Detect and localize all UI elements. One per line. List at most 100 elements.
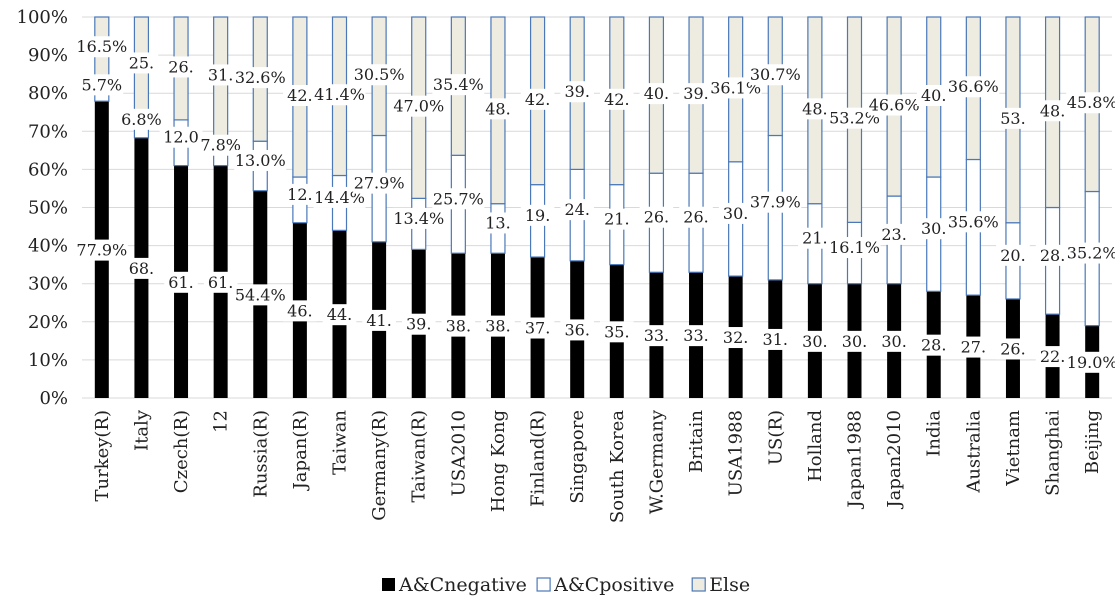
data-label: 31. (763, 330, 788, 349)
legend: A&Cnegative A&Cpositive Else (382, 574, 750, 596)
data-label: 26. (683, 208, 708, 227)
data-label-bg (1066, 351, 1115, 373)
data-label: 25. (129, 53, 154, 72)
data-label: 31. (208, 65, 233, 84)
x-category-label: Germany(R) (369, 410, 390, 521)
data-label: 13.0% (235, 151, 286, 170)
data-label: 19.0% (1067, 353, 1115, 372)
data-label: 30. (723, 204, 748, 223)
data-label-bg (1035, 244, 1070, 266)
x-category-label: Australia (963, 410, 984, 494)
x-category-label: US(R) (765, 410, 786, 465)
data-label-bg (432, 74, 485, 96)
data-label-bg (868, 94, 921, 116)
y-tick-label: 80% (28, 83, 68, 104)
x-category-label: South Korea (607, 410, 628, 523)
x-category-label: Britain (686, 410, 707, 473)
x-category-label: Holland (805, 410, 826, 482)
data-label: 26. (168, 57, 193, 76)
data-label-bg (283, 85, 317, 107)
data-label: 61. (168, 273, 193, 292)
data-label-bg (313, 84, 366, 106)
data-label-bg (124, 52, 159, 74)
data-label-bg (520, 88, 555, 110)
data-label: 12. (287, 185, 312, 204)
data-label-bg (392, 207, 445, 229)
x-category-label: Italy (131, 409, 152, 451)
data-label-bg (828, 107, 881, 129)
x-category-label: Turkey(R) (92, 410, 113, 502)
data-label-bg (234, 67, 287, 89)
data-label-bg (441, 315, 476, 337)
data-label: 12.0 (163, 128, 199, 147)
data-label-bg (679, 83, 713, 105)
x-category-label: Hong Kong (488, 410, 509, 512)
y-tick-label: 10% (28, 350, 68, 371)
legend-swatch (691, 577, 706, 592)
data-label-bg (283, 183, 317, 205)
data-label: 42. (287, 86, 312, 105)
x-category-label: Beijing (1082, 410, 1103, 474)
legend-label: A&Cpositive (553, 574, 674, 596)
data-label-bg (75, 36, 128, 58)
data-label: 16.5% (76, 37, 127, 56)
data-label: 42. (525, 90, 550, 109)
x-category-label: 12 (211, 410, 232, 433)
data-label-bg (718, 202, 753, 224)
data-label-bg (947, 76, 1000, 98)
data-label: 21. (802, 229, 827, 248)
data-label: 30.7% (750, 65, 801, 84)
data-label: 21. (604, 210, 629, 229)
data-label-bg (916, 334, 951, 356)
data-label: 39. (683, 84, 708, 103)
data-label: 30. (802, 332, 827, 351)
data-label: 53.2% (829, 109, 880, 128)
data-label: 54.4% (235, 285, 286, 304)
x-category-label: India (924, 410, 945, 457)
data-label: 35.2% (1067, 244, 1115, 263)
y-tick-label: 90% (28, 45, 68, 66)
data-label-bg (322, 304, 357, 326)
data-label: 38. (485, 317, 510, 336)
data-label: 33. (644, 326, 669, 345)
data-label: 47.0% (393, 97, 444, 116)
data-label-bg (798, 227, 832, 249)
data-label-bg (234, 149, 287, 171)
data-label-bg (432, 188, 485, 210)
data-label: 41. (366, 311, 391, 330)
data-label: 22. (1040, 347, 1065, 366)
data-label-bg (679, 325, 713, 347)
data-label-bg (1066, 92, 1115, 114)
data-label-bg (234, 284, 287, 306)
data-label-bg (639, 325, 674, 347)
data-label-bg (481, 212, 515, 234)
x-category-label: W.Germany (646, 409, 667, 514)
data-label: 6.8% (121, 110, 162, 129)
data-label-bg (124, 257, 159, 279)
data-label: 77.9% (76, 241, 127, 260)
data-label-bg (401, 313, 436, 335)
data-label: 26. (644, 208, 669, 227)
data-label: 40. (644, 84, 669, 103)
legend-label: Else (709, 574, 750, 596)
legend-swatch (382, 578, 395, 591)
data-label-bg (877, 330, 911, 352)
data-label: 7.8% (200, 136, 241, 155)
data-label: 26. (1000, 339, 1025, 358)
data-label-bg (481, 315, 515, 337)
data-label: 28. (921, 336, 946, 355)
data-label: 39. (406, 315, 431, 334)
data-label: 13.4% (393, 209, 444, 228)
data-label-bg (679, 206, 713, 228)
data-label-bg (353, 64, 406, 86)
x-category-label: Vietnam (1003, 410, 1024, 487)
data-label: 16.1% (829, 238, 880, 257)
data-label: 37.9% (750, 193, 801, 212)
data-label: 32. (723, 328, 748, 347)
x-category-label: Singapore (567, 410, 588, 504)
data-label-bg (80, 74, 124, 96)
data-label-bg (996, 338, 1030, 360)
x-category-label: Finland(R) (528, 410, 549, 507)
data-label: 14.4% (314, 188, 365, 207)
